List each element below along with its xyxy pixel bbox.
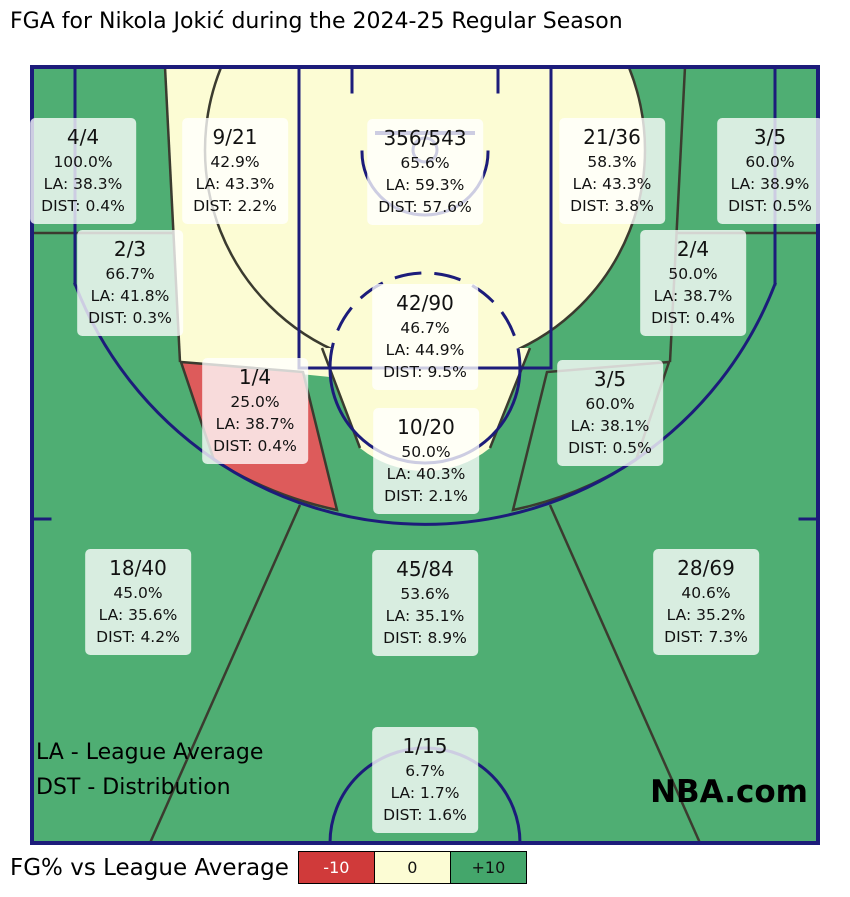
zone-league-avg: LA: 38.7% (653, 287, 733, 305)
zone-stat-box-right-corner-3: 3/5 60.0% LA: 38.9% DIST: 0.5% (717, 118, 823, 224)
zone-league-avg: LA: 38.1% (570, 417, 650, 435)
zone-league-avg: LA: 40.3% (386, 465, 466, 483)
free-throw-circle-dashed (328, 271, 522, 370)
zone-stat-box-left-baseline-mid-range: 2/3 66.7% LA: 41.8% DIST: 0.3% (77, 230, 183, 336)
zone-stat-box-right-baseline-mid-range: 2/4 50.0% LA: 38.7% DIST: 0.4% (640, 230, 746, 336)
zone-made-attempts: 2/3 (113, 237, 147, 261)
zone-stat-box-center-mid-range: 10/20 50.0% LA: 40.3% DIST: 2.1% (373, 408, 479, 514)
zone-stat-box-left-above-break-3: 18/40 45.0% LA: 35.6% DIST: 4.2% (85, 549, 191, 655)
zone-league-avg: LA: 44.9% (385, 341, 465, 359)
zone-fg-pct: 65.6% (400, 154, 450, 172)
zone-distribution: DIST: 9.5% (383, 363, 467, 381)
zone-distribution: DIST: 0.3% (88, 309, 172, 327)
zone-made-attempts: 18/40 (109, 556, 167, 580)
zone-made-attempts: 3/5 (753, 125, 787, 149)
zone-stat-box-center-above-break-3: 45/84 53.6% LA: 35.1% DIST: 8.9% (372, 550, 478, 656)
note-league-average: LA - League Average (36, 740, 264, 765)
zone-fg-pct: 40.6% (681, 584, 731, 602)
zone-league-avg: LA: 43.3% (572, 175, 652, 193)
zone-fg-pct: 66.7% (105, 265, 155, 283)
zone-made-attempts: 28/69 (677, 556, 735, 580)
zone-distribution: DIST: 0.5% (728, 197, 812, 215)
zone-league-avg: LA: 38.3% (43, 175, 123, 193)
zone-made-attempts: 3/5 (593, 367, 627, 391)
zone-distribution: DIST: 0.4% (41, 197, 125, 215)
zone-stat-box-right-elbow-mid-range: 3/5 60.0% LA: 38.1% DIST: 0.5% (557, 360, 663, 466)
zone-made-attempts: 42/90 (396, 291, 454, 315)
zone-stat-box-left-corner-3: 4/4 100.0% LA: 38.3% DIST: 0.4% (30, 118, 136, 224)
zone-made-attempts: 1/4 (238, 365, 272, 389)
zone-distribution: DIST: 1.6% (383, 806, 467, 824)
zone-distribution: DIST: 0.4% (651, 309, 735, 327)
nba-watermark: NBA.com (650, 774, 808, 810)
left-three-divider-line (148, 504, 302, 843)
zone-distribution: DIST: 2.2% (193, 197, 277, 215)
legend-swatch--10: -10 (297, 851, 375, 884)
color-legend-swatches: -10 0 +10 (297, 851, 527, 884)
zone-made-attempts: 1/15 (402, 734, 448, 758)
zone-fg-pct: 6.7% (405, 762, 445, 780)
zone-distribution: DIST: 2.1% (384, 487, 468, 505)
zone-made-attempts: 356/543 (383, 126, 467, 150)
zone-stat-box-left-elbow-mid-range: 1/4 25.0% LA: 38.7% DIST: 0.4% (202, 358, 308, 464)
zone-league-avg: LA: 1.7% (390, 784, 460, 802)
zone-fg-pct: 25.0% (230, 393, 280, 411)
zone-fg-pct: 53.6% (400, 585, 450, 603)
zone-fg-pct: 42.9% (210, 153, 260, 171)
zone-fg-pct: 46.7% (400, 319, 450, 337)
zone-made-attempts: 10/20 (397, 415, 455, 439)
zone-distribution: DIST: 0.5% (568, 439, 652, 457)
zone-made-attempts: 9/21 (212, 125, 258, 149)
zone-fg-pct: 45.0% (113, 584, 163, 602)
zone-distribution: DIST: 7.3% (664, 628, 748, 646)
zone-distribution: DIST: 8.9% (383, 629, 467, 647)
zone-league-avg: LA: 43.3% (195, 175, 275, 193)
zone-made-attempts: 2/4 (676, 237, 710, 261)
zone-league-avg: LA: 35.2% (666, 606, 746, 624)
three-point-arc (73, 282, 777, 526)
legend-swatch-0: 0 (373, 851, 451, 884)
zone-league-avg: LA: 41.8% (90, 287, 170, 305)
zone-stat-box-deep: 1/15 6.7% LA: 1.7% DIST: 1.6% (372, 727, 478, 833)
zone-fg-pct: 60.0% (585, 395, 635, 413)
zone-made-attempts: 45/84 (396, 557, 454, 581)
zone-league-avg: LA: 38.9% (730, 175, 810, 193)
zone-stat-box-left-wing-mid-range: 9/21 42.9% LA: 43.3% DIST: 2.2% (182, 118, 288, 224)
zone-league-avg: LA: 38.7% (215, 415, 295, 433)
right-three-divider-line (548, 504, 702, 843)
zone-made-attempts: 21/36 (583, 125, 641, 149)
legend-swatch-+10: +10 (449, 851, 527, 884)
zone-league-avg: LA: 35.1% (385, 607, 465, 625)
zone-fg-pct: 100.0% (53, 153, 113, 171)
chart-title: FGA for Nikola Jokić during the 2024-25 … (10, 9, 623, 34)
zone-fg-pct: 50.0% (401, 443, 451, 461)
zone-league-avg: LA: 59.3% (385, 176, 465, 194)
lane-marks (350, 67, 500, 94)
zone-fg-pct: 58.3% (587, 153, 637, 171)
zone-stat-box-right-above-break-3: 28/69 40.6% LA: 35.2% DIST: 7.3% (653, 549, 759, 655)
zone-distribution: DIST: 0.4% (213, 437, 297, 455)
zone-stat-box-paint-non-ra: 42/90 46.7% LA: 44.9% DIST: 9.5% (372, 284, 478, 390)
note-distribution: DST - Distribution (36, 775, 231, 800)
zone-made-attempts: 4/4 (66, 125, 100, 149)
zone-league-avg: LA: 35.6% (98, 606, 178, 624)
zone-fg-pct: 50.0% (668, 265, 718, 283)
color-legend: FG% vs League Average -10 0 +10 (10, 851, 527, 884)
zone-fg-pct: 60.0% (745, 153, 795, 171)
zone-distribution: DIST: 57.6% (378, 198, 472, 216)
zone-stat-box-restricted-area: 356/543 65.6% LA: 59.3% DIST: 57.6% (367, 119, 483, 225)
color-legend-label: FG% vs League Average (10, 854, 289, 881)
zone-distribution: DIST: 4.2% (96, 628, 180, 646)
zone-stat-box-right-wing-mid-range: 21/36 58.3% LA: 43.3% DIST: 3.8% (559, 118, 665, 224)
zone-distribution: DIST: 3.8% (570, 197, 654, 215)
court-border (30, 65, 820, 845)
